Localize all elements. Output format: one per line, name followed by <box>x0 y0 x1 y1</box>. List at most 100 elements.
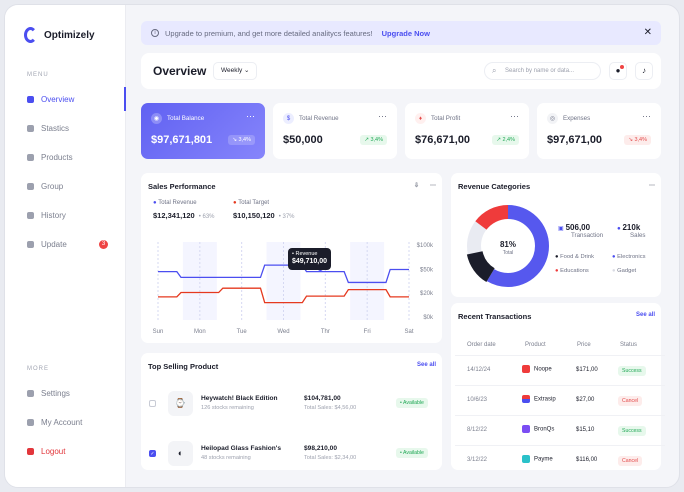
product-logo-icon <box>522 455 530 463</box>
kpi-total-revenue[interactable]: $ Total Revenue $50,000 ⋯ ↗ 3,4% <box>273 103 397 159</box>
sidebar-item-settings[interactable]: Settings <box>5 381 126 405</box>
logout-icon <box>27 447 34 455</box>
sidebar-item-update[interactable]: Update 3 <box>5 232 126 256</box>
more-options-icon[interactable]: ⋯ <box>246 111 255 121</box>
status-badge: Success <box>618 366 646 376</box>
glasses-icon: ◐ <box>168 440 193 466</box>
sidebar-item-label: Overview <box>41 94 75 104</box>
sidebar-item-account[interactable]: My Account <box>5 410 126 434</box>
transaction-row[interactable]: 14/12/24 Noope $171,00 Success <box>455 355 665 385</box>
transaction-row[interactable]: 10/6/23 Extrasip $27,00 Cancel <box>455 385 665 415</box>
history-icon <box>27 211 34 219</box>
y-tick-label: $50k <box>420 267 434 273</box>
page-title: Overview <box>153 64 207 78</box>
x-tick-label: Sat <box>404 329 413 335</box>
checkbox[interactable] <box>149 399 156 407</box>
sidebar-item-history[interactable]: History <box>5 203 126 227</box>
kpi-delta: ↗ 3,4% <box>360 135 387 145</box>
status-badge: Cancel <box>618 456 643 466</box>
logout-button[interactable]: Logout <box>5 439 126 463</box>
kpi-value: $97,671,801 <box>151 134 213 146</box>
x-tick-label: Mon <box>194 329 206 335</box>
header-bar: Overview Weekly ⌄ Search by name or data… <box>141 53 661 89</box>
transaction-row[interactable]: 8/12/22 BronQs $15,10 Success <box>455 415 665 445</box>
chart-tooltip: • Revenue $49,710,00 <box>288 248 332 270</box>
flame-icon: ♦ <box>415 113 426 124</box>
dashboard-frame: Optimizely MENU Overview Stastics Produc… <box>4 4 680 488</box>
checkbox-checked[interactable]: ✓ <box>149 449 156 457</box>
more-options-icon[interactable]: ⋯ <box>642 111 651 121</box>
kpi-expenses[interactable]: ◎ Expenses $97,671,00 ⋯ ↘ 3,4% <box>537 103 661 159</box>
more-section-label: MORE <box>27 366 49 372</box>
download-icon[interactable]: ⇩ <box>413 183 419 189</box>
kpi-delta: ↘ 3,4% <box>228 135 255 145</box>
sidebar-item-label: Settings <box>41 388 70 398</box>
column-header-date: Order date <box>467 342 496 348</box>
sidebar-item-overview[interactable]: Overview <box>5 87 126 111</box>
status-badge: • Available <box>396 398 428 408</box>
product-row[interactable]: ✓ ◐ Heilopad Glass Fashion's 48 stocks re… <box>149 434 435 472</box>
kpi-value: $97,671,00 <box>547 134 603 146</box>
search-input[interactable]: Search by name or data... <box>484 62 601 80</box>
sidebar-item-group[interactable]: Group <box>5 174 126 198</box>
sidebar-item-products[interactable]: Products <box>5 145 126 169</box>
more-options-icon[interactable]: ⋯ <box>430 183 436 189</box>
sidebar-item-label: Group <box>41 181 64 191</box>
gear-icon <box>27 389 34 397</box>
more-options-icon[interactable]: ⋯ <box>510 111 519 121</box>
app-name: Optimizely <box>44 29 95 41</box>
see-all-link[interactable]: See all <box>635 312 655 318</box>
column-header-product: Product <box>525 342 546 348</box>
donut-center: 81% Total <box>499 240 516 256</box>
sidebar-item-statistics[interactable]: Stastics <box>5 116 126 140</box>
transaction-stat: ▣ 506,00 Transaction <box>558 223 604 239</box>
more-options-icon[interactable]: ⋯ <box>378 111 387 121</box>
logout-label: Logout <box>41 446 66 456</box>
logo[interactable]: Optimizely <box>24 27 95 43</box>
product-cell: Payme <box>522 455 553 463</box>
chevron-down-icon: ⌄ <box>244 67 250 74</box>
legend-food-drink: ● Food & Drink <box>555 254 594 260</box>
column-header-status: Status <box>620 342 638 348</box>
chart-band <box>182 242 217 320</box>
y-tick-label: $0k <box>423 315 434 321</box>
update-count-badge: 3 <box>99 240 108 249</box>
chart-band <box>350 242 385 320</box>
target-line <box>158 287 409 304</box>
sidebar: Optimizely MENU Overview Stastics Produc… <box>5 5 126 487</box>
card-title: Top Selling Product <box>148 362 219 371</box>
alerts-button[interactable]: ♪ <box>635 62 653 80</box>
upgrade-now-link[interactable]: Upgrade Now <box>381 28 430 38</box>
product-cell: BronQs <box>522 425 554 433</box>
see-all-link[interactable]: See all <box>416 362 436 368</box>
transaction-row[interactable]: 3/12/22 Payme $116,00 Cancel <box>455 445 665 475</box>
notification-button[interactable]: ● <box>609 62 627 80</box>
kpi-value: $50,000 <box>283 134 323 146</box>
sidebar-item-label: Update <box>41 239 67 249</box>
card-title: Revenue Categories <box>458 182 531 191</box>
target-legend: ● Total Target $10,150,120 • 37% <box>233 200 295 220</box>
revenue-donut-chart <box>466 204 550 288</box>
x-tick-label: Thr <box>321 329 330 335</box>
sales-performance-card: Sales Performance ⇩ ⋯ ● Total Revenue $12… <box>141 173 442 343</box>
sidebar-item-label: Products <box>41 152 73 162</box>
more-options-icon[interactable]: ⋯ <box>649 183 655 189</box>
product-row[interactable]: ⌚ Heywatch! Black Edition 126 stocks rema… <box>149 384 435 422</box>
kpi-total-profit[interactable]: ♦ Total Profit $76,671,00 ⋯ ↗ 2,4% <box>405 103 529 159</box>
dollar-icon: $ <box>283 113 294 124</box>
close-icon[interactable]: ✕ <box>643 27 652 38</box>
kpi-delta: ↗ 2,4% <box>492 135 519 145</box>
logo-icon <box>24 27 37 43</box>
top-products-card: Top Selling Product See all ⌚ Heywatch! … <box>141 353 442 470</box>
period-dropdown[interactable]: Weekly ⌄ <box>213 62 258 80</box>
kpi-delta: ↘ 3,4% <box>624 135 651 145</box>
menu-section-label: MENU <box>27 72 49 78</box>
pie-chart-icon <box>27 124 34 132</box>
bell-icon: ● <box>615 66 621 75</box>
status-badge: Cancel <box>618 396 643 406</box>
x-tick-label: Fri <box>364 329 371 335</box>
box-icon <box>27 153 34 161</box>
sidebar-item-label: My Account <box>41 417 83 427</box>
card-title: Sales Performance <box>148 182 216 191</box>
kpi-total-balance[interactable]: ◉ Total Balance $97,671,801 ⋯ ↘ 3,4% <box>141 103 265 159</box>
